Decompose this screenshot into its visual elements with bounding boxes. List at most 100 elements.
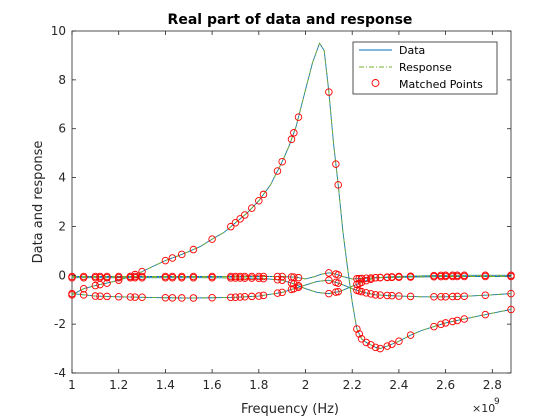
matched-point <box>371 291 380 299</box>
matched-point <box>241 211 249 219</box>
matched-point <box>236 215 244 223</box>
matched-point <box>332 160 340 168</box>
matched-point <box>236 293 244 301</box>
y-axis-ticks: -4 -2 0 2 4 6 8 10 <box>51 24 511 380</box>
matched-point <box>168 273 177 282</box>
matched-point <box>208 273 216 282</box>
matched-point <box>278 288 286 297</box>
legend-item-matched-points: Matched Points <box>371 78 483 91</box>
matched-point <box>395 292 403 300</box>
matched-point <box>430 322 438 331</box>
matched-point <box>138 267 146 276</box>
matched-point <box>357 287 366 296</box>
matched-point <box>168 254 177 262</box>
matched-point <box>383 273 391 281</box>
matched-point <box>507 305 515 314</box>
legend: Data Response Matched Points <box>352 41 498 95</box>
matched-point <box>227 222 235 231</box>
matched-point <box>325 269 333 277</box>
legend-box <box>352 41 498 95</box>
matched-point <box>126 293 135 301</box>
matched-point <box>507 289 515 298</box>
matched-point <box>259 291 268 300</box>
matched-point <box>325 276 333 284</box>
matched-point <box>353 325 361 333</box>
x-tick-label: 1.6 <box>203 378 222 392</box>
matched-point <box>334 271 342 279</box>
x-tick-label: 1.2 <box>109 378 128 392</box>
x-exponent-power: 9 <box>494 397 500 407</box>
matched-point <box>395 272 403 281</box>
matched-point <box>362 338 370 347</box>
matched-point <box>79 284 88 293</box>
matched-point <box>231 293 240 302</box>
matched-point <box>177 294 186 302</box>
chart-title: Real part of data and response <box>168 12 413 28</box>
legend-label-response: Response <box>399 61 452 74</box>
matched-point <box>79 291 88 299</box>
x-axis-ticks: 1 1.2 1.4 1.6 1.8 2 2.2 2.4 2.6 2.8 <box>68 31 502 392</box>
matched-point <box>357 278 366 287</box>
matched-point <box>103 273 111 282</box>
matched-point <box>231 274 240 282</box>
matched-point <box>79 273 88 282</box>
x-tick-label: 2.4 <box>389 378 408 392</box>
matched-point <box>278 276 286 284</box>
matched-point <box>395 337 403 345</box>
matched-point <box>290 284 298 293</box>
matched-point <box>437 320 445 329</box>
matched-point <box>406 272 415 280</box>
x-exponent: ×10 9 <box>472 397 500 415</box>
matched-point <box>355 330 363 338</box>
matched-point <box>177 273 186 282</box>
matched-point <box>367 275 375 283</box>
matched-point <box>273 276 282 284</box>
matched-point <box>294 113 303 121</box>
matched-point <box>248 204 256 212</box>
y-tick-label: 8 <box>58 73 66 87</box>
matched-point <box>227 274 235 282</box>
x-axis-label: Frequency (Hz) <box>241 402 339 417</box>
matched-point <box>362 274 370 282</box>
matched-point <box>371 343 380 352</box>
legend-item-data: Data <box>359 44 425 57</box>
y-tick-label: 4 <box>58 171 66 185</box>
matched-point <box>294 273 303 282</box>
matched-point <box>189 294 198 302</box>
matched-point-markers <box>68 88 515 353</box>
x-tick-label: 2.2 <box>343 378 362 392</box>
matched-point <box>91 281 100 290</box>
matched-point <box>114 276 123 284</box>
legend-label-data: Data <box>399 44 425 57</box>
x-tick-label: 1 <box>68 378 76 392</box>
matched-point <box>91 273 100 282</box>
legend-item-response: Response <box>359 61 452 74</box>
matched-point <box>138 293 146 302</box>
matched-point <box>255 197 263 205</box>
matched-point <box>460 315 469 323</box>
matched-point <box>367 341 375 349</box>
matched-point <box>68 289 76 298</box>
matched-point <box>376 344 384 353</box>
matched-point <box>367 290 375 298</box>
response-line-0 <box>71 42 512 350</box>
matched-point <box>273 289 282 297</box>
matched-point <box>325 88 333 96</box>
matched-point <box>448 271 457 280</box>
matched-point <box>294 283 303 292</box>
y-axis-label: Data and response <box>31 141 46 264</box>
matched-point <box>383 291 391 300</box>
matched-point <box>481 271 490 280</box>
matched-point <box>126 273 135 282</box>
x-tick-label: 2.6 <box>436 378 455 392</box>
matched-point <box>353 274 361 283</box>
matched-point <box>357 335 366 343</box>
matched-point <box>91 292 100 300</box>
matched-point <box>208 235 216 243</box>
matched-point <box>259 274 268 283</box>
matched-point <box>259 190 268 199</box>
response-line-1 <box>72 272 511 280</box>
matched-point <box>208 294 216 302</box>
x-tick-label: 1.4 <box>156 378 175 392</box>
